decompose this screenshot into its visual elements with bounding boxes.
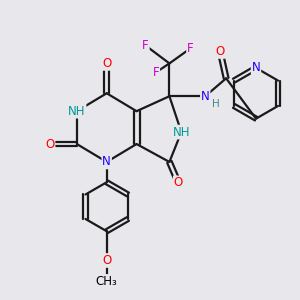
Text: NH: NH: [68, 105, 86, 118]
Text: O: O: [45, 137, 55, 151]
Text: O: O: [215, 45, 225, 58]
Text: F: F: [142, 39, 149, 52]
Text: F: F: [187, 42, 194, 55]
Text: N: N: [102, 155, 111, 168]
Text: CH₃: CH₃: [96, 275, 118, 288]
Text: O: O: [102, 254, 111, 267]
Text: O: O: [174, 176, 183, 189]
Text: O: O: [102, 57, 111, 70]
Text: NH: NH: [172, 126, 190, 139]
Text: N: N: [252, 61, 260, 74]
Text: N: N: [201, 90, 210, 103]
Text: F: F: [153, 66, 159, 79]
Text: H: H: [212, 99, 220, 109]
